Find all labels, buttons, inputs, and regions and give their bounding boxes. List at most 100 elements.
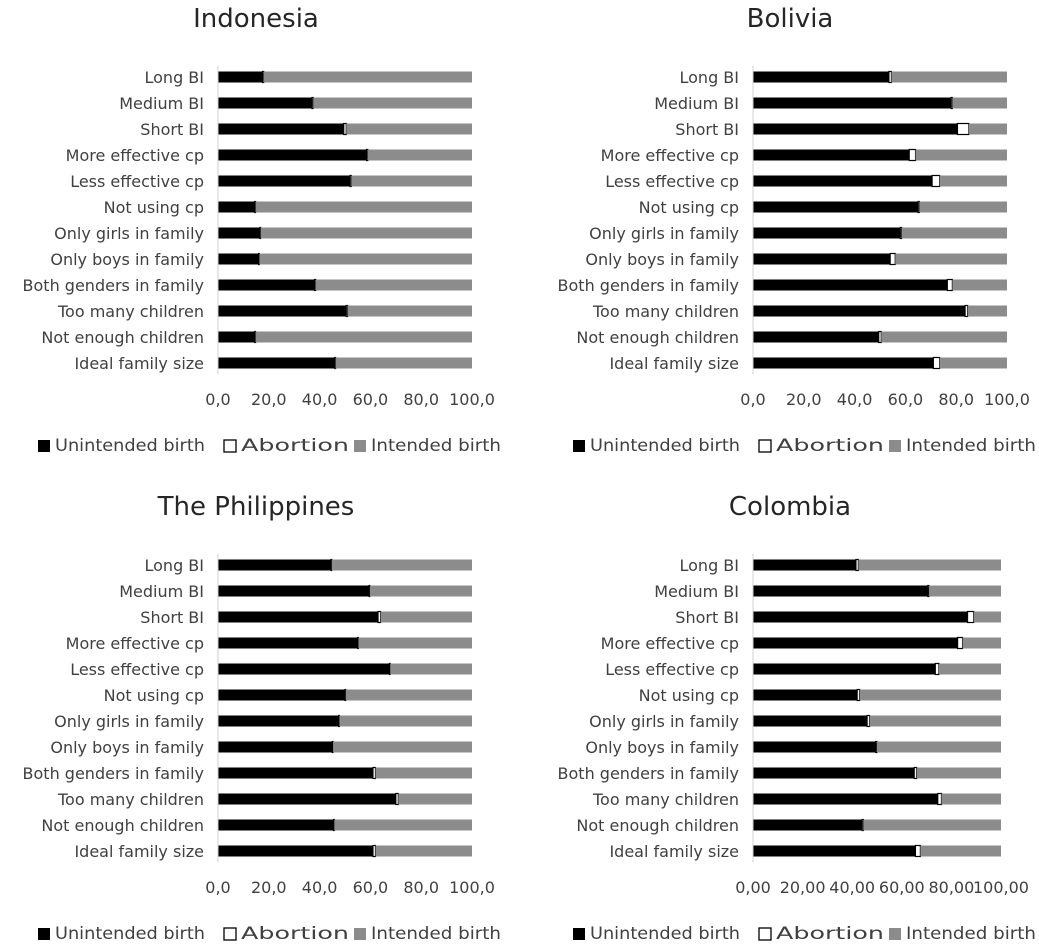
- bar-segment: [349, 174, 352, 188]
- category-label: Too many children: [592, 302, 739, 321]
- category-label: More effective cp: [66, 146, 204, 165]
- bar-segment: [260, 227, 472, 239]
- bar-segment: [218, 793, 396, 805]
- bar-segment: [377, 610, 382, 624]
- bar-segment: [334, 819, 472, 831]
- bar-segment: [343, 122, 347, 136]
- x-tick-label: 0,00: [735, 878, 771, 897]
- bar-segment: [380, 611, 472, 623]
- bar-segment: [218, 279, 315, 291]
- x-tick-label: 100,0: [449, 878, 495, 897]
- bar-segment: [218, 845, 373, 857]
- legend-label: Abortion: [241, 924, 349, 944]
- x-tick-label: 100,0: [984, 390, 1030, 409]
- legend-label: Unintended birth: [590, 436, 740, 456]
- bar-segment: [753, 149, 910, 161]
- bar-segment: [753, 611, 968, 623]
- category-label: Not enough children: [41, 328, 204, 347]
- bar-segment: [899, 226, 903, 240]
- bar-segment: [218, 305, 347, 317]
- bar-segment: [218, 663, 390, 675]
- bar-segment: [753, 357, 934, 369]
- bar-segment: [218, 97, 312, 109]
- category-label: Short BI: [675, 120, 739, 139]
- bar-segment: [259, 226, 262, 240]
- bar-segment: [866, 714, 871, 728]
- bar-segment: [369, 585, 472, 597]
- bar-segment: [855, 558, 859, 572]
- category-label: Less effective cp: [70, 172, 204, 191]
- category-label: Only boys in family: [585, 738, 739, 757]
- bar-segment: [334, 356, 337, 370]
- legend-swatch: [758, 439, 772, 453]
- category-label: Ideal family size: [609, 354, 739, 373]
- category-label: Less effective cp: [70, 660, 204, 679]
- bar-segment: [877, 741, 1001, 753]
- legend-label: Abortion: [241, 436, 349, 456]
- chart-title: Colombia: [729, 492, 851, 522]
- bar-segment: [218, 201, 255, 213]
- legend-swatch: [223, 927, 237, 941]
- category-label: Not enough children: [576, 328, 739, 347]
- bar-segment: [344, 688, 347, 702]
- x-tick-label: 100,00: [973, 878, 1029, 897]
- bar-segment: [932, 356, 941, 370]
- legend-label: Intended birth: [371, 924, 501, 944]
- bar-segment: [346, 123, 472, 135]
- bar-segment: [218, 227, 260, 239]
- bar-segment: [335, 357, 472, 369]
- bar-segment: [395, 792, 399, 806]
- bar-segment: [917, 200, 920, 214]
- x-tick-label: 60,0: [353, 878, 389, 897]
- category-label: Not using cp: [639, 686, 739, 705]
- bar-segment: [367, 149, 472, 161]
- x-tick-label: 80,0: [938, 390, 974, 409]
- bar-segment: [372, 844, 377, 858]
- bar-segment: [753, 201, 919, 213]
- bar-segment: [388, 662, 391, 676]
- bar-segment: [218, 741, 333, 753]
- category-label: Medium BI: [654, 94, 739, 113]
- category-label: Not enough children: [41, 816, 204, 835]
- bar-segment: [339, 715, 472, 727]
- category-label: Too many children: [592, 790, 739, 809]
- bar-segment: [859, 689, 1001, 701]
- category-label: Only girls in family: [54, 224, 204, 243]
- bar-segment: [916, 767, 1001, 779]
- bar-segment: [753, 585, 928, 597]
- bar-segment: [753, 637, 958, 649]
- bar-segment: [753, 715, 868, 727]
- bar-segment: [753, 253, 891, 265]
- bar-segment: [753, 305, 966, 317]
- bar-segment: [218, 123, 344, 135]
- legend-swatch: [758, 927, 772, 941]
- bar-segment: [218, 149, 367, 161]
- legend-label: Intended birth: [906, 924, 1036, 944]
- bar-segment: [330, 558, 333, 572]
- bar-segment: [888, 70, 893, 84]
- chart-title: Bolivia: [747, 4, 834, 34]
- category-label: Ideal family size: [609, 842, 739, 861]
- category-label: Short BI: [140, 608, 204, 627]
- bar-segment: [753, 819, 863, 831]
- bar-segment: [878, 330, 882, 344]
- bar-segment: [311, 96, 314, 110]
- category-label: Both genders in family: [558, 764, 739, 783]
- bar-segment: [973, 611, 1001, 623]
- bar-segment: [218, 357, 335, 369]
- legend-swatch: [573, 928, 585, 940]
- bar-segment: [919, 201, 1007, 213]
- x-tick-label: 60,0: [353, 390, 389, 409]
- bar-segment: [895, 253, 1007, 265]
- bar-segment: [254, 330, 257, 344]
- bar-segment: [753, 689, 858, 701]
- category-label: Both genders in family: [23, 276, 204, 295]
- bar-segment: [332, 818, 335, 832]
- bar-segment: [939, 663, 1001, 675]
- category-label: More effective cp: [601, 146, 739, 165]
- x-tick-label: 40,0: [302, 390, 338, 409]
- bar-segment: [753, 793, 938, 805]
- bar-segment: [218, 689, 345, 701]
- chart-title: Indonesia: [193, 4, 319, 34]
